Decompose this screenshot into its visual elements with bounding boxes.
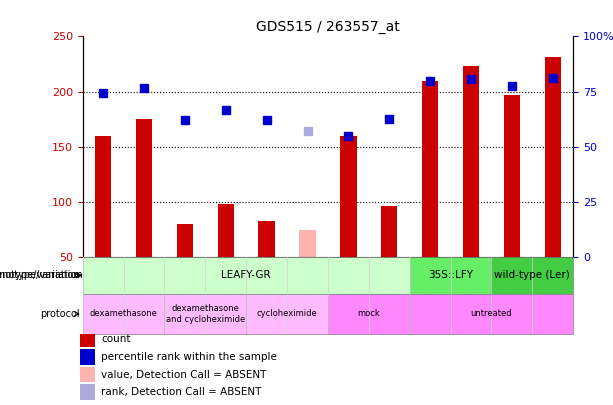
Text: LEAFY-GR: LEAFY-GR	[221, 271, 271, 280]
Text: dexamethasone: dexamethasone	[89, 309, 158, 318]
Bar	[504, 95, 520, 257]
Bar	[177, 224, 193, 257]
Bar	[259, 221, 275, 257]
Bar	[83, 257, 409, 294]
Title: GDS515 / 263557_at: GDS515 / 263557_at	[256, 20, 400, 34]
Bar	[80, 349, 95, 364]
Text: genotype/variation: genotype/variation	[0, 271, 83, 280]
Text: percentile rank within the sample: percentile rank within the sample	[101, 352, 277, 362]
Text: mock: mock	[357, 309, 380, 318]
Bar	[299, 230, 316, 257]
Bar	[95, 136, 112, 257]
Text: value, Detection Call = ABSENT: value, Detection Call = ABSENT	[101, 369, 267, 379]
Text: genotype/variation: genotype/variation	[0, 271, 80, 280]
Bar	[80, 384, 95, 400]
Text: dexamethasone
and cycloheximide: dexamethasone and cycloheximide	[166, 304, 245, 324]
Text: wild-type (Ler): wild-type (Ler)	[495, 271, 570, 280]
Bar	[409, 257, 492, 294]
Bar	[409, 294, 573, 334]
Text: 35S::LFY: 35S::LFY	[428, 271, 473, 280]
Bar	[80, 331, 95, 347]
Bar	[136, 119, 152, 257]
Bar	[218, 204, 234, 257]
Text: untreated: untreated	[471, 309, 512, 318]
Bar	[544, 58, 561, 257]
Bar	[381, 207, 397, 257]
Bar	[422, 81, 438, 257]
Bar	[83, 294, 164, 334]
Bar	[463, 66, 479, 257]
Text: count: count	[101, 334, 131, 344]
Text: rank, Detection Call = ABSENT: rank, Detection Call = ABSENT	[101, 387, 262, 397]
Bar	[328, 294, 409, 334]
Bar	[80, 367, 95, 382]
Bar	[246, 294, 328, 334]
Bar	[492, 257, 573, 294]
Text: protocol: protocol	[40, 309, 80, 319]
Bar	[164, 294, 246, 334]
Text: cycloheximide: cycloheximide	[257, 309, 318, 318]
Bar	[340, 136, 357, 257]
